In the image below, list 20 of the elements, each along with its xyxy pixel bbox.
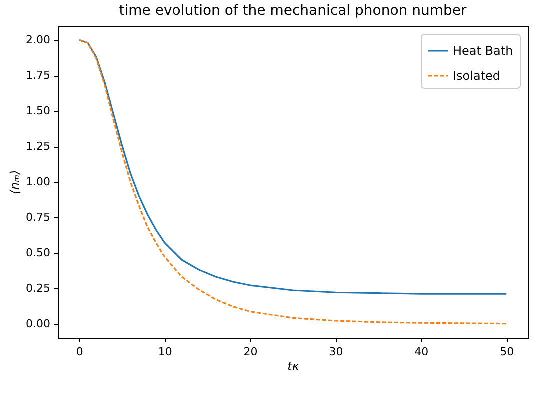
y-tick-label: 1.25 bbox=[26, 140, 50, 154]
y-tick-label: 0.75 bbox=[26, 210, 50, 224]
legend-label: Heat Bath bbox=[453, 44, 514, 58]
y-axis-title: ⟨nₘ⟩ bbox=[8, 170, 22, 195]
y-tick-label: 0.00 bbox=[26, 317, 50, 330]
x-tick-label: 30 bbox=[329, 346, 344, 358]
legend-label: Isolated bbox=[453, 69, 501, 83]
y-tick-label: 0.25 bbox=[26, 282, 50, 295]
y-tick-label: 1.75 bbox=[26, 69, 50, 82]
x-tick-label: 20 bbox=[244, 346, 258, 358]
chart-title: time evolution of the mechanical phonon number bbox=[119, 3, 467, 19]
x-tick-label: 50 bbox=[500, 346, 514, 358]
x-tick-label: 40 bbox=[414, 346, 429, 358]
y-tick-label: 1.50 bbox=[26, 104, 50, 118]
y-tick-label: 2.00 bbox=[26, 34, 50, 47]
x-tick-label: 10 bbox=[158, 346, 172, 358]
y-tick-label: 1.00 bbox=[26, 176, 50, 188]
x-tick-label: 0 bbox=[76, 346, 84, 358]
x-axis-title: tκ bbox=[288, 360, 300, 374]
y-tick-label: 0.50 bbox=[26, 246, 50, 260]
